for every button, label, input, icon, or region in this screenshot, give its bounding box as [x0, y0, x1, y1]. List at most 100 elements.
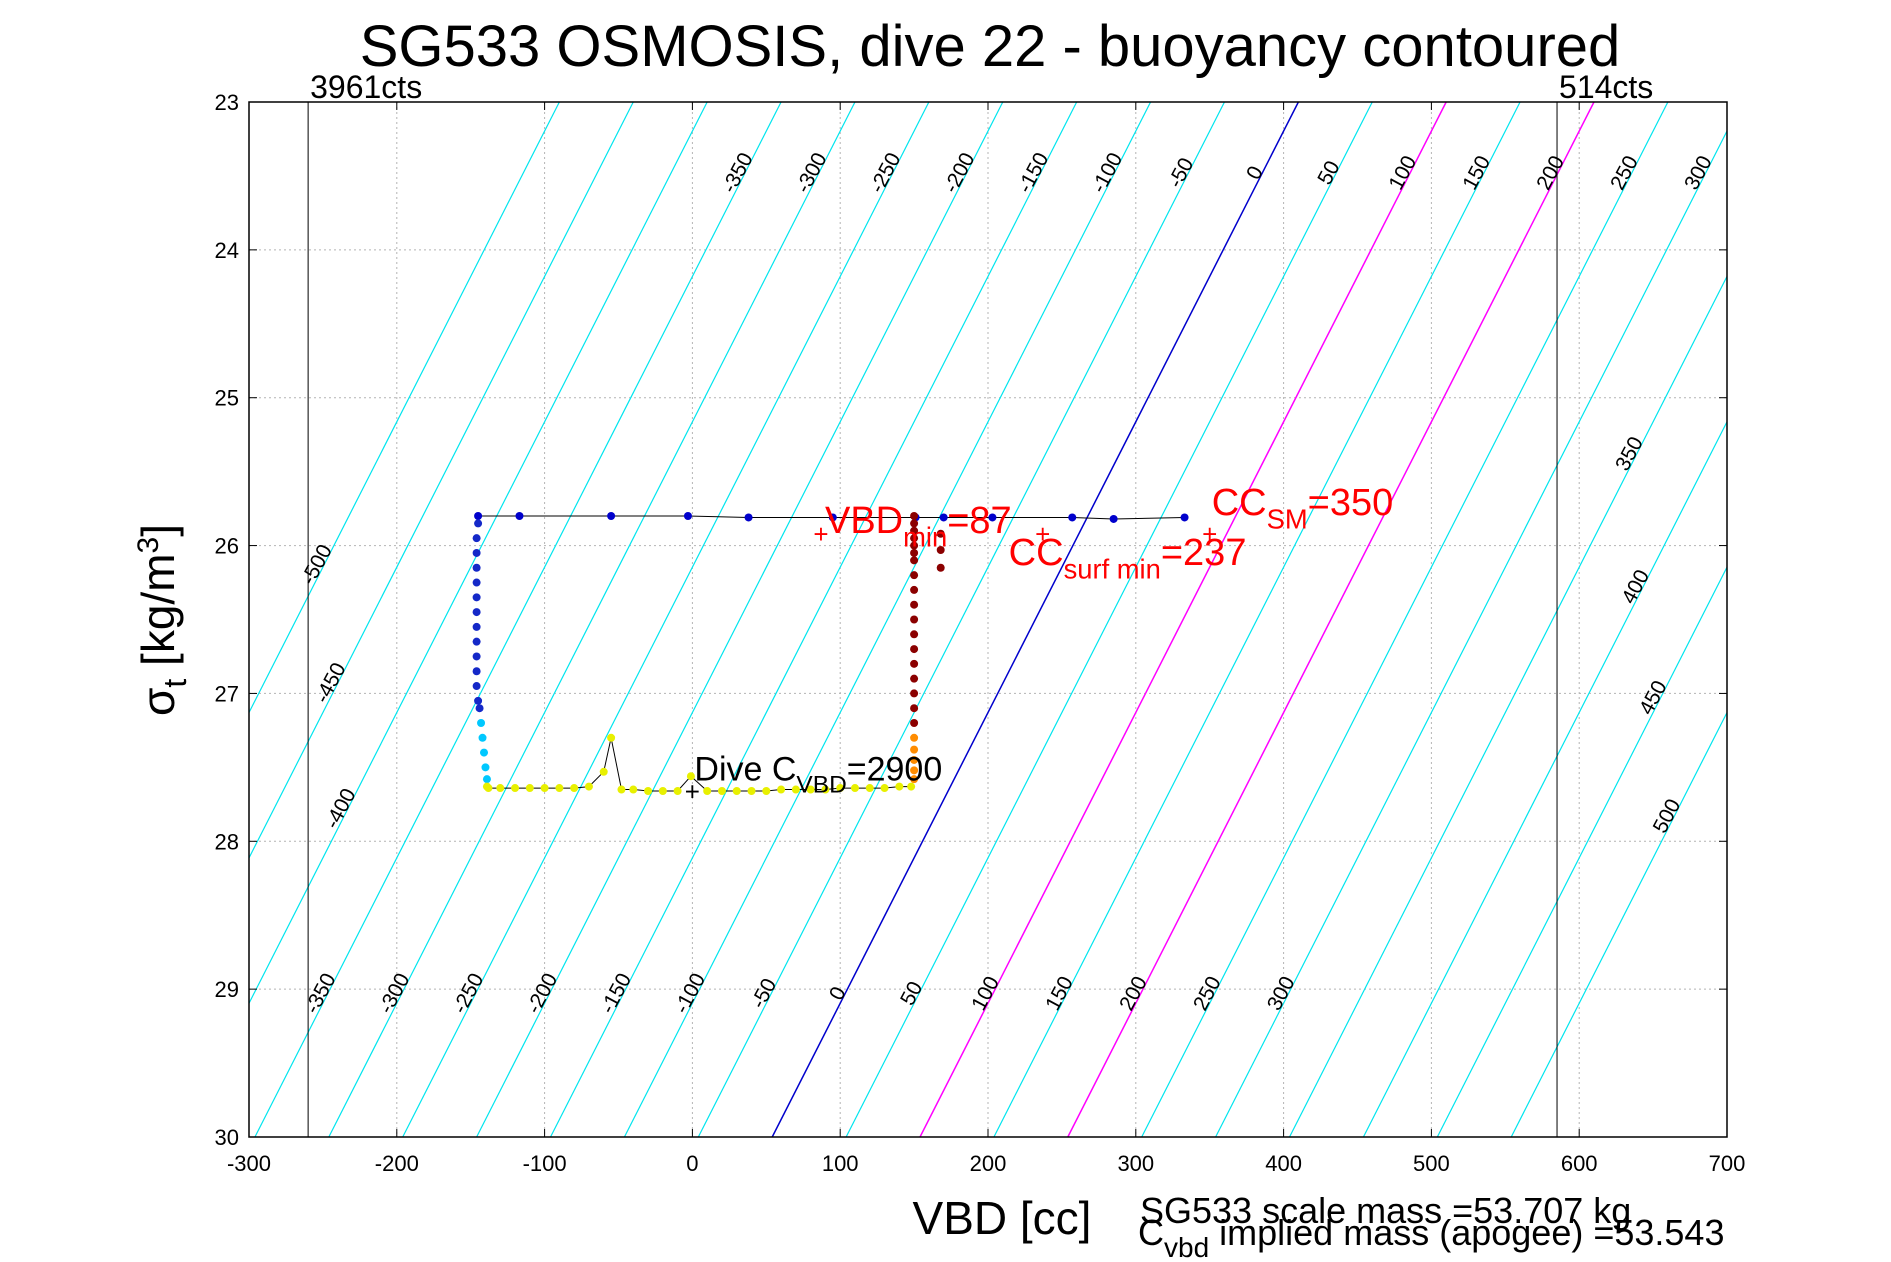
data-point — [472, 593, 481, 602]
count-label: 3961cts — [310, 69, 422, 105]
contour-line — [249, 102, 708, 1005]
data-point — [673, 787, 682, 796]
x-tick-label: 600 — [1561, 1151, 1598, 1176]
contour-line — [1288, 275, 1727, 1137]
data-point — [910, 704, 919, 713]
y-axis-label-subscript: t — [157, 679, 193, 688]
data-point — [936, 563, 945, 572]
contour-line — [328, 102, 856, 1137]
data-point — [850, 784, 859, 793]
data-point — [744, 513, 753, 522]
x-tick-label: -200 — [375, 1151, 419, 1176]
y-tick-label: 29 — [215, 977, 239, 1002]
cc-surf-min-value: =237 — [1161, 532, 1247, 574]
cc-sm-label: CCSM=350 — [1212, 482, 1394, 534]
data-point — [607, 512, 616, 520]
data-point — [475, 704, 484, 713]
data-point — [570, 784, 579, 793]
cc-sm-symbol: CC — [1212, 482, 1267, 524]
data-point — [806, 785, 815, 794]
y-axis-label-units: [kg/m — [132, 553, 184, 678]
contour-line — [249, 102, 560, 714]
data-point — [686, 772, 695, 781]
data-point — [555, 784, 564, 793]
data-point — [472, 667, 481, 676]
data-point — [472, 682, 481, 691]
footer-implied-text: implied mass (apogee) =53.543 — [1209, 1212, 1724, 1253]
data-point — [865, 784, 874, 793]
contour-line — [1141, 102, 1669, 1137]
data-point — [907, 782, 916, 791]
data-point — [478, 733, 487, 742]
contour-line — [1436, 565, 1727, 1137]
data-point — [910, 745, 919, 754]
data-point — [717, 787, 726, 796]
data-point — [1109, 514, 1118, 523]
data-point — [910, 719, 919, 727]
vbd-min-value: =87 — [947, 500, 1011, 542]
y-axis-label: σt [kg/m3] — [132, 524, 193, 716]
dive-c-vbd-marker: + — [685, 776, 700, 806]
x-tick-label: 700 — [1709, 1151, 1746, 1176]
data-point — [496, 784, 505, 793]
data-point — [880, 784, 889, 793]
data-point — [472, 563, 481, 572]
x-tick-label: -100 — [523, 1151, 567, 1176]
cc-surf-min-subscript: surf min — [1064, 554, 1161, 585]
dive-c-vbd-symbol: Dive C — [694, 750, 796, 788]
x-tick-label: 400 — [1265, 1151, 1302, 1176]
x-tick-label: 0 — [686, 1151, 698, 1176]
y-tick-label: 23 — [215, 90, 239, 115]
y-tick-label: 28 — [215, 829, 239, 854]
footer-implied-symbol: C — [1138, 1212, 1164, 1253]
data-point — [515, 512, 524, 520]
data-point — [472, 608, 481, 617]
data-point — [474, 519, 483, 528]
cc-surf-min-symbol: CC — [1009, 532, 1064, 574]
vbd-min-symbol: VBD — [825, 500, 903, 542]
cc-sm-value: =350 — [1308, 482, 1394, 524]
contour-line — [1510, 711, 1727, 1137]
grid-lines — [249, 102, 1727, 1137]
data-point — [910, 733, 919, 742]
data-point — [936, 546, 945, 555]
buoyancy-contours — [249, 102, 1727, 1137]
svg-text:σt [kg/m3]: σt [kg/m3] — [132, 524, 193, 716]
contour-line — [1215, 129, 1727, 1137]
data-point — [472, 534, 481, 543]
contour-line — [697, 102, 1226, 1137]
contour-line — [623, 102, 1152, 1137]
vbd-min-marker: + — [813, 519, 828, 549]
data-point — [472, 578, 481, 587]
data-point — [599, 767, 608, 776]
data-point — [511, 784, 520, 793]
data-point — [910, 659, 919, 668]
contour-line — [402, 102, 930, 1137]
annotations: +VBDmin=87 +CCsurf min=237+CCSM=350+Dive … — [685, 482, 1393, 806]
data-point — [777, 785, 786, 794]
data-point — [910, 585, 919, 594]
contour-line — [993, 102, 1521, 1137]
data-point — [821, 785, 830, 794]
data-point — [910, 755, 919, 764]
dive-c-vbd-subscript: VBD — [796, 771, 846, 798]
y-tick-label: 24 — [215, 238, 239, 263]
footer-implied-subscript: vbd — [1164, 1232, 1209, 1262]
data-point — [484, 784, 493, 793]
data-point — [482, 775, 491, 784]
cc-sm-subscript: SM — [1267, 504, 1308, 535]
data-point — [791, 785, 800, 794]
dive-c-vbd-value: =2900 — [847, 750, 943, 788]
contour-line — [249, 102, 634, 860]
footer-scale-mass: SG533 scale mass =53.707 kg — [1140, 1190, 1631, 1231]
data-point — [481, 763, 490, 772]
data-point — [988, 513, 997, 522]
data-point — [910, 526, 919, 535]
data-point — [472, 548, 481, 557]
x-tick-label: 200 — [970, 1151, 1007, 1176]
data-point — [910, 600, 919, 609]
data-point — [472, 637, 481, 646]
contour-line — [845, 102, 1373, 1137]
data-point — [584, 782, 593, 791]
